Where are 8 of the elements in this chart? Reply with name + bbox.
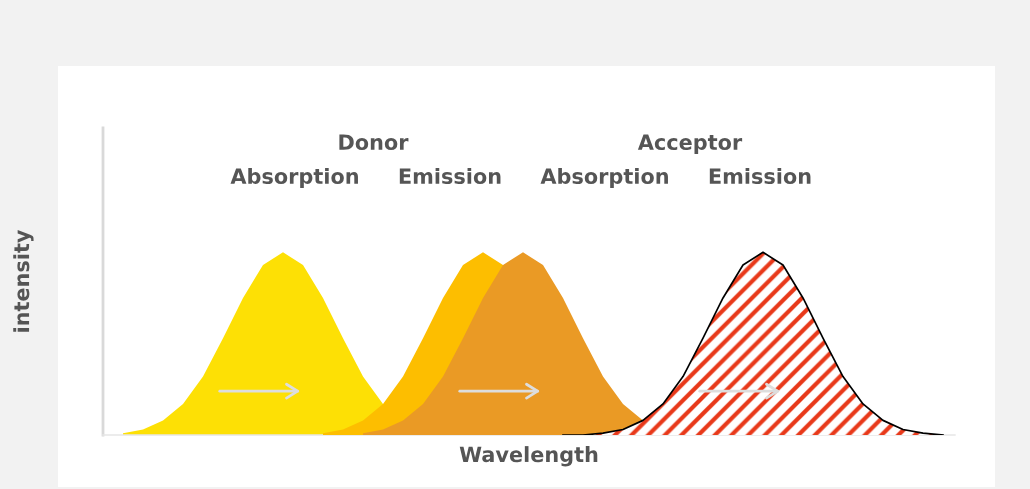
text: Acceptor [637,134,743,155]
y-axis-title: intensity [13,229,34,332]
text: Absorption [540,167,668,189]
text: Emission [709,167,811,185]
x-axis-title: Wavelength [459,446,598,467]
text: Emission [399,167,501,185]
text: Donor [339,134,409,151]
text: Absorption [230,167,358,189]
